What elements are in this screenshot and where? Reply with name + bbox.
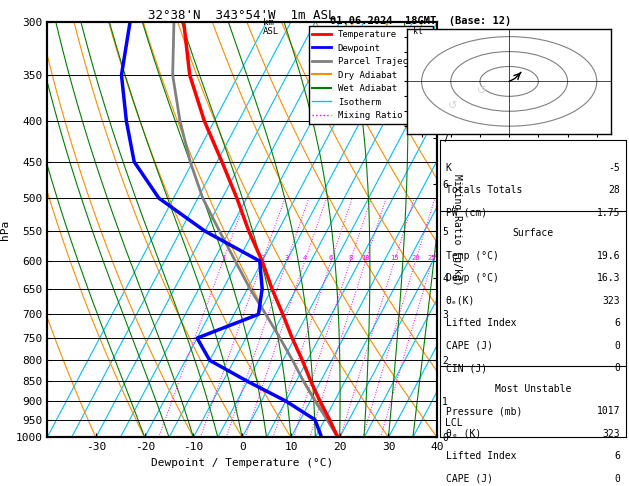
Legend: Temperature, Dewpoint, Parcel Trajectory, Dry Adiabat, Wet Adiabat, Isotherm, Mi: Temperature, Dewpoint, Parcel Trajectory… xyxy=(309,26,433,124)
Y-axis label: Mixing Ratio (g/kg): Mixing Ratio (g/kg) xyxy=(452,174,462,285)
Text: 16.3: 16.3 xyxy=(597,273,620,283)
Text: ASL: ASL xyxy=(263,27,279,36)
Text: 6: 6 xyxy=(329,255,333,261)
Text: 0: 0 xyxy=(615,473,620,484)
Text: K: K xyxy=(446,163,452,173)
Text: PW (cm): PW (cm) xyxy=(446,208,487,218)
Text: 25: 25 xyxy=(428,255,437,261)
Text: 323: 323 xyxy=(603,429,620,439)
Text: 0: 0 xyxy=(615,363,620,373)
X-axis label: Dewpoint / Temperature (°C): Dewpoint / Temperature (°C) xyxy=(151,458,333,468)
Text: 10: 10 xyxy=(362,255,370,261)
Y-axis label: hPa: hPa xyxy=(0,220,10,240)
Text: Dewp (°C): Dewp (°C) xyxy=(446,273,499,283)
Text: 15: 15 xyxy=(390,255,399,261)
Text: 20: 20 xyxy=(411,255,420,261)
Text: 19.6: 19.6 xyxy=(597,251,620,261)
Text: θₑ(K): θₑ(K) xyxy=(446,295,475,306)
Text: CAPE (J): CAPE (J) xyxy=(446,473,493,484)
Text: Totals Totals: Totals Totals xyxy=(446,185,522,195)
Text: -5: -5 xyxy=(608,163,620,173)
Text: 0: 0 xyxy=(615,341,620,350)
Text: 4: 4 xyxy=(303,255,307,261)
Title: 32°38'N  343°54'W  1m ASL: 32°38'N 343°54'W 1m ASL xyxy=(148,9,336,22)
Text: km: km xyxy=(263,18,274,28)
Text: 6: 6 xyxy=(615,318,620,328)
Text: 1017: 1017 xyxy=(597,406,620,416)
Text: θₑ (K): θₑ (K) xyxy=(446,429,481,439)
Text: Pressure (mb): Pressure (mb) xyxy=(446,406,522,416)
Text: 1.75: 1.75 xyxy=(597,208,620,218)
Text: $\circlearrowleft$: $\circlearrowleft$ xyxy=(445,100,457,110)
Text: CIN (J): CIN (J) xyxy=(446,363,487,373)
Text: $\circlearrowleft$: $\circlearrowleft$ xyxy=(474,86,487,95)
Text: Most Unstable: Most Unstable xyxy=(495,384,571,394)
Text: Surface: Surface xyxy=(513,228,554,239)
Text: Temp (°C): Temp (°C) xyxy=(446,251,499,261)
Text: LCL: LCL xyxy=(445,417,463,428)
Text: 6: 6 xyxy=(615,451,620,461)
Text: 28: 28 xyxy=(608,185,620,195)
Text: Lifted Index: Lifted Index xyxy=(446,318,516,328)
Text: CAPE (J): CAPE (J) xyxy=(446,341,493,350)
Text: Lifted Index: Lifted Index xyxy=(446,451,516,461)
Text: kt: kt xyxy=(413,27,423,35)
Text: 1: 1 xyxy=(221,255,225,261)
Text: 323: 323 xyxy=(603,295,620,306)
Text: 3: 3 xyxy=(285,255,289,261)
Text: 8: 8 xyxy=(348,255,352,261)
Text: 01.06.2024  18GMT  (Base: 12): 01.06.2024 18GMT (Base: 12) xyxy=(330,16,511,26)
Text: 2: 2 xyxy=(260,255,265,261)
